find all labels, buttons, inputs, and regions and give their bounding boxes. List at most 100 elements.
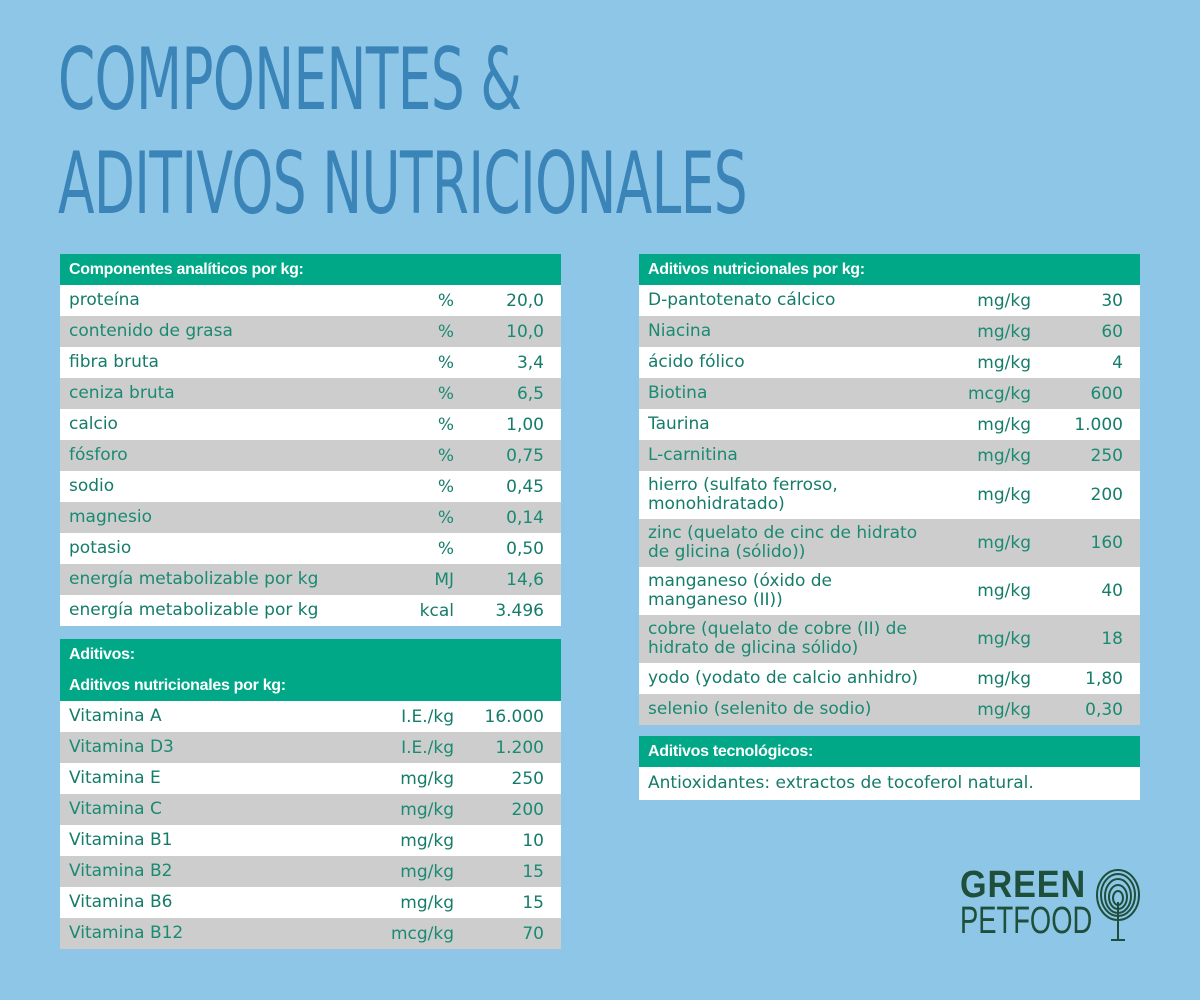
- row-unit: mg/kg: [977, 352, 1031, 373]
- row-unit: I.E./kg: [401, 706, 454, 727]
- row-unit: mg/kg: [977, 414, 1031, 435]
- row-unit: mg/kg: [977, 629, 1031, 649]
- row-value: 1.200: [495, 737, 544, 758]
- page-title: Componentes & Aditivos nutricionales: [58, 28, 748, 236]
- row-unit: mcg/kg: [967, 383, 1031, 404]
- row-unit: mg/kg: [977, 581, 1031, 601]
- table-row: Vitamina B6 mg/kg 15: [60, 887, 561, 918]
- row-value: 10,0: [506, 321, 544, 342]
- row-value: 30: [1101, 290, 1123, 311]
- row-name: contenido de grasa: [69, 321, 233, 341]
- row-name: sodio: [69, 476, 115, 496]
- row-value: 0,30: [1085, 699, 1123, 720]
- row-name: Vitamina A: [69, 706, 162, 726]
- table-row: L-carnitina mg/kg 250: [639, 440, 1140, 471]
- row-unit: I.E./kg: [401, 737, 454, 758]
- row-value: 15: [522, 861, 544, 882]
- row-name: yodo (yodato de calcio anhidro): [648, 668, 918, 688]
- row-name: Vitamina B1: [69, 830, 173, 850]
- row-unit: %: [437, 414, 454, 435]
- additives-nutritional-subheader: Aditivos nutricionales por kg:: [60, 670, 561, 701]
- row-value: 60: [1101, 321, 1123, 342]
- table-row: Vitamina B1 mg/kg 10: [60, 825, 561, 856]
- row-unit: mg/kg: [400, 861, 454, 882]
- row-unit: %: [437, 352, 454, 373]
- row-unit: %: [437, 445, 454, 466]
- row-value: 0,75: [506, 445, 544, 466]
- table-row: potasio% 0,50: [60, 533, 561, 564]
- nutritional-additives-rows: D-pantotenato cálcico mg/kg 30 Niacina mg/kg…: [639, 285, 1140, 725]
- row-name: zinc (quelato de cinc de hidrato de glic…: [648, 523, 918, 562]
- technological-additives-table: Aditivos tecnológicos: Antioxidantes: ex…: [639, 736, 1140, 800]
- row-value: 1,00: [506, 414, 544, 435]
- row-unit: mg/kg: [977, 668, 1031, 689]
- row-value: 10: [522, 830, 544, 851]
- row-name: ceniza bruta: [69, 383, 175, 403]
- row-unit: %: [437, 383, 454, 404]
- row-value: 0,50: [506, 538, 544, 559]
- vitamin-rows: Vitamina A I.E./kg 16.000 Vitamina D3 I.E./k…: [60, 701, 561, 949]
- row-value: 4: [1112, 352, 1123, 373]
- row-value: 200: [1090, 485, 1123, 505]
- row-name: calcio: [69, 414, 118, 434]
- nutritional-additives-table: Aditivos nutricionales por kg: D-pantote…: [639, 254, 1140, 725]
- row-value: 600: [1090, 383, 1123, 404]
- nutritional-additives-header: Aditivos nutricionales por kg:: [639, 254, 1140, 285]
- row-unit: %: [437, 538, 454, 559]
- additives-table: Aditivos: Aditivos nutricionales por kg:…: [60, 639, 561, 949]
- row-unit: mg/kg: [400, 830, 454, 851]
- row-value: 0,45: [506, 476, 544, 497]
- row-unit: mg/kg: [977, 290, 1031, 311]
- row-name: magnesio: [69, 507, 152, 527]
- row-value: 1,80: [1085, 668, 1123, 689]
- table-row: Taurina mg/kg 1.000: [639, 409, 1140, 440]
- row-name: Vitamina B12: [69, 923, 184, 943]
- row-name: Vitamina C: [69, 799, 162, 819]
- row-unit: %: [437, 290, 454, 311]
- row-name: ácido fólico: [648, 352, 745, 372]
- row-name: Vitamina B2: [69, 861, 173, 881]
- table-row: contenido de grasa% 10,0: [60, 316, 561, 347]
- table-row: Vitamina D3 I.E./kg 1.200: [60, 732, 561, 763]
- table-row: ceniza bruta% 6,5: [60, 378, 561, 409]
- row-name: D-pantotenato cálcico: [648, 290, 836, 310]
- row-value: 15: [522, 892, 544, 913]
- table-row: Vitamina C mg/kg 200: [60, 794, 561, 825]
- row-name: Taurina: [648, 414, 710, 434]
- table-row: fósforo% 0,75: [60, 440, 561, 471]
- table-row: energía metabolizable por kg MJ 14,6: [60, 564, 561, 595]
- row-unit: MJ: [434, 569, 454, 590]
- table-row: zinc (quelato de cinc de hidrato de glic…: [639, 519, 1140, 567]
- row-unit: mg/kg: [400, 799, 454, 820]
- table-row: D-pantotenato cálcico mg/kg 30: [639, 285, 1140, 316]
- row-value: 160: [1090, 533, 1123, 553]
- table-row: selenio (selenito de sodio) mg/kg 0,30: [639, 694, 1140, 725]
- page-title-line-2: Aditivos nutricionales: [58, 134, 748, 234]
- row-value: 3.496: [495, 600, 544, 621]
- row-unit: %: [437, 476, 454, 497]
- technological-additives-text: Antioxidantes: extractos de tocoferol na…: [639, 767, 1140, 800]
- row-unit: mg/kg: [977, 321, 1031, 342]
- table-row: Vitamina A I.E./kg 16.000: [60, 701, 561, 732]
- row-unit: mg/kg: [977, 533, 1031, 553]
- row-value: 1.000: [1074, 414, 1123, 435]
- table-row: Vitamina B2 mg/kg 15: [60, 856, 561, 887]
- analytic-components-header: Componentes analíticos por kg:: [60, 254, 561, 285]
- row-name: selenio (selenito de sodio): [648, 699, 872, 719]
- row-name: energía metabolizable por kg: [69, 600, 319, 620]
- row-unit: mcg/kg: [390, 923, 454, 944]
- row-unit: mg/kg: [977, 445, 1031, 466]
- table-row: ácido fólico mg/kg 4: [639, 347, 1140, 378]
- additives-header: Aditivos:: [60, 639, 561, 670]
- row-name: manganeso (óxido de manganeso (II)): [648, 571, 832, 610]
- table-row: Vitamina E mg/kg 250: [60, 763, 561, 794]
- row-name: L-carnitina: [648, 445, 738, 465]
- table-row: manganeso (óxido de manganeso (II)) mg/kg…: [639, 567, 1140, 615]
- table-row: yodo (yodato de calcio anhidro) mg/kg 1,80: [639, 663, 1140, 694]
- table-row: cobre (quelato de cobre (II) de hidrato …: [639, 615, 1140, 663]
- row-name: cobre (quelato de cobre (II) de hidrato …: [648, 619, 907, 658]
- row-unit: %: [437, 321, 454, 342]
- row-unit: mg/kg: [977, 485, 1031, 505]
- row-name: hierro (sulfato ferroso, monohidratado): [648, 475, 838, 514]
- table-row: fibra bruta% 3,4: [60, 347, 561, 378]
